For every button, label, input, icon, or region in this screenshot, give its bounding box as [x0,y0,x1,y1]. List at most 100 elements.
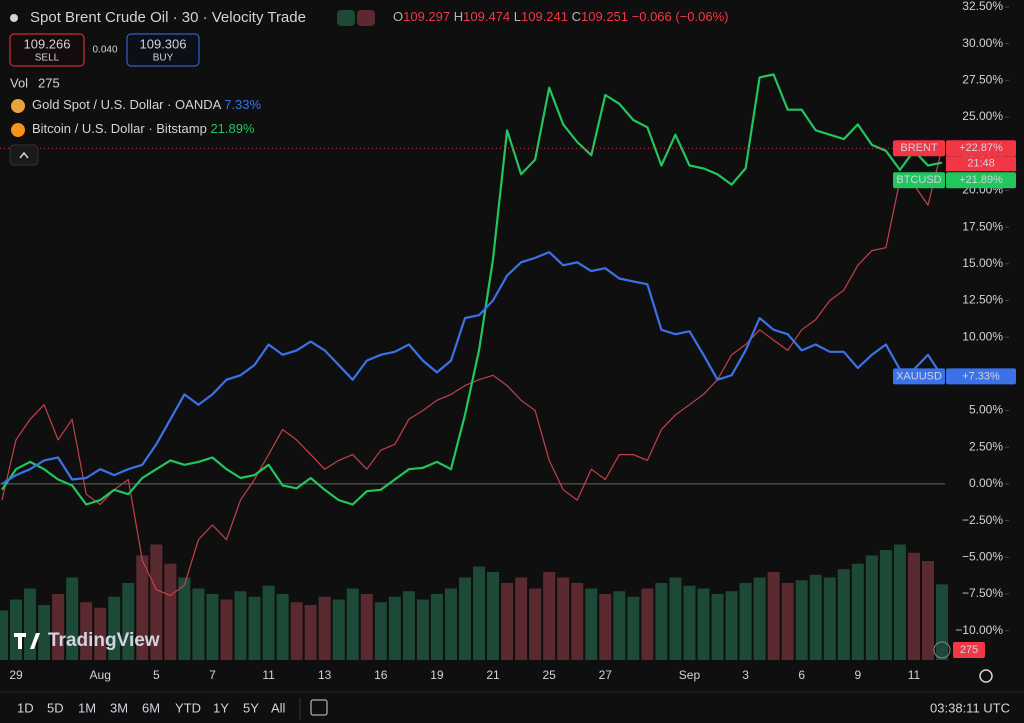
volume-bar [262,585,275,660]
x-tick-label: 19 [430,668,444,682]
x-tick-label: 11 [908,668,921,682]
volume-bar [234,591,247,660]
value-badge [946,140,1016,157]
legend-entry[interactable]: Bitcoin / U.S. Dollar · Bitstamp 21.89% [32,121,255,136]
y-tick-label: −10.00% [955,623,1003,637]
series-line [1,73,943,506]
volume-bar [304,605,317,660]
spread: 0.040 [92,45,117,56]
y-tick-label: 17.50% [962,219,1003,233]
y-tick-label: 2.50% [969,439,1003,453]
volume-bar [613,591,626,660]
ohlc-value: 109.297 [403,9,450,24]
ohlc: O109.297 H109.474 L109.241 C109.251 −0.0… [393,9,729,24]
volume-value: 275 [38,75,60,90]
range-button[interactable]: 5D [47,700,64,715]
volume-bar [571,583,584,660]
legend-value: 21.89% [210,121,255,136]
volume-bar [627,596,640,660]
x-tick-label: 6 [798,668,805,682]
volume-bar [809,574,822,660]
y-tick-label: 5.00% [969,403,1003,417]
range-button[interactable]: All [271,700,286,715]
y-tick-label: 30.00% [962,36,1003,50]
indicator-icon [357,10,375,26]
market-open-icon [337,10,355,26]
x-tick-label: 3 [742,668,749,682]
volume-bar [936,584,948,660]
volume-bar [52,594,65,660]
volume-bar [501,583,514,660]
calendar-icon[interactable] [310,699,328,716]
volume-bar [907,552,920,660]
time-badge-label: 21:48 [967,158,995,170]
series-badge-name: BRENT [900,142,938,154]
volume-bar [921,561,934,660]
volume-bar [879,550,892,660]
x-tick-label: 13 [318,668,332,682]
volume-bar [599,594,612,660]
series-badge [893,140,945,157]
buy-button[interactable] [126,33,200,67]
ohlc-value: 109.474 [463,9,510,24]
symbol-icon [10,14,18,22]
volume-bar [276,594,289,660]
range-button[interactable]: 5Y [243,700,259,715]
legend-entry[interactable]: Gold Spot / U.S. Dollar · OANDA 7.33% [32,97,262,112]
volume-bar [837,569,850,660]
volume-bar [318,596,331,660]
volume-bar [178,577,191,660]
volume-bar [487,572,500,660]
change: −0.066 (−0.06%) [632,9,729,24]
legend-value: 7.33% [224,97,261,112]
x-tick-label: 9 [854,668,861,682]
volume-bar [669,577,682,660]
volume-bar [655,583,668,660]
volume-badge [953,642,985,658]
range-button[interactable]: 1Y [213,700,229,715]
volume-bar [290,602,303,660]
volume-bar [206,594,219,660]
y-tick-label: −2.50% [962,513,1003,527]
ohlc-value: 109.241 [521,9,568,24]
range-button[interactable]: 3M [110,700,128,715]
y-tick-label: 27.50% [962,73,1003,87]
x-tick-label: Aug [90,668,111,682]
volume-bar [557,577,570,660]
volume-bar [122,583,135,660]
volume-bar [10,599,23,660]
buy-label: BUY [153,53,174,64]
range-button[interactable]: YTD [175,700,201,715]
volume-bar [865,555,878,660]
volume-bar [851,563,864,660]
bitcoin-icon [11,123,25,137]
volume-bar [711,594,724,660]
volume-bar [430,594,443,660]
lightning-icon [933,641,951,659]
x-tick-label: 5 [153,668,160,682]
sell-button[interactable] [9,33,85,67]
clock: 03:38:11 UTC [930,700,1010,715]
volume-bar [458,577,471,660]
series-line [1,251,943,485]
range-button[interactable]: 1M [78,700,96,715]
value-badge [946,368,1016,385]
range-button[interactable]: 1D [17,700,34,715]
ohlc-key: L [514,9,521,24]
sell-label: SELL [35,53,60,64]
volume-bar [192,588,205,660]
range-button[interactable]: 6M [142,700,160,715]
settings-icon[interactable] [979,669,993,683]
volume-bar [66,577,79,660]
value-badge [946,172,1016,189]
value-badge-label: +21.89% [959,174,1003,186]
series-badge-name: XAUUSD [896,370,942,382]
y-tick-label: 15.00% [962,256,1003,270]
collapse-button[interactable] [9,144,39,166]
volume-bar [795,580,808,660]
gold-icon [11,99,25,113]
volume-bar [248,596,261,660]
volume-bar [641,588,654,660]
chart-title: Spot Brent Crude Oil · 30 · Velocity Tra… [30,9,306,26]
buy-price: 109.306 [140,36,187,51]
